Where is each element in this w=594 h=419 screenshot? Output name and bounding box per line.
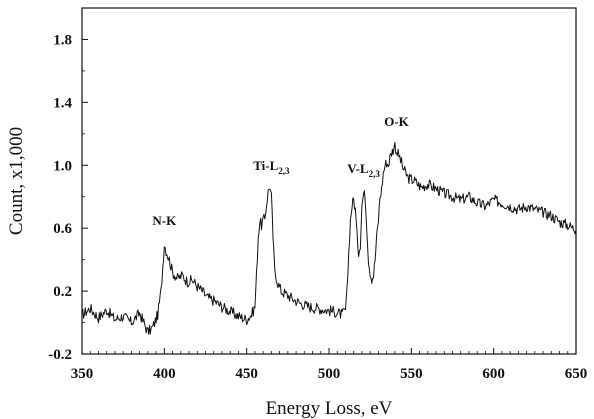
y-axis: -0.2 0.2 0.6 1.0 1.4 1.8 [48,32,88,363]
peak-label: V-L2,3 [347,161,380,179]
x-tick-label: 650 [565,366,588,382]
x-axis-title: Energy Loss, eV [266,398,393,419]
y-tick-label: 1.8 [53,32,72,48]
peak-label: N-K [152,213,177,228]
x-tick-label: 500 [318,366,341,382]
x-tick-label: 600 [482,366,505,382]
peak-label-subscript: 2,3 [278,166,290,176]
plot-area-frame [81,7,577,355]
annotation-layer: N-KTi-L2,3 V-L2,3O-K [152,114,409,228]
y-tick-label: -0.2 [48,347,72,363]
peak-label-main: N-K [152,213,177,228]
peak-label-subscript: 2,3 [369,169,381,179]
y-tick-label: 0.6 [53,221,72,237]
peak-label-main: O-K [384,114,409,129]
peak-label: O-K [384,114,409,129]
series-layer [81,142,577,335]
y-tick-label: 0.2 [53,284,72,300]
peak-label-main: V-L [347,161,369,176]
peak-label: Ti-L2,3 [253,158,290,176]
x-tick-label: 350 [71,366,94,382]
peak-label-main: Ti-L [253,158,278,173]
x-tick-label: 400 [153,366,176,382]
x-axis: 350 400 450 500 550 600 650 [71,348,588,382]
x-tick-label: 450 [235,366,258,382]
x-tick-label: 550 [400,366,423,382]
y-axis-title: Count, x1,000 [6,127,27,235]
y-tick-label: 1.0 [53,158,72,174]
y-tick-label: 1.4 [53,95,72,111]
spectrum-line [81,142,577,335]
